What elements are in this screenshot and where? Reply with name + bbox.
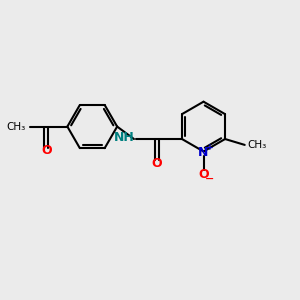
Text: −: − bbox=[205, 174, 214, 184]
Text: N: N bbox=[198, 146, 209, 159]
Text: O: O bbox=[41, 144, 52, 157]
Text: +: + bbox=[206, 143, 214, 152]
Text: O: O bbox=[198, 168, 209, 182]
Text: NH: NH bbox=[114, 131, 134, 144]
Text: CH₃: CH₃ bbox=[7, 122, 26, 132]
Text: O: O bbox=[152, 157, 162, 169]
Text: CH₃: CH₃ bbox=[247, 140, 266, 150]
